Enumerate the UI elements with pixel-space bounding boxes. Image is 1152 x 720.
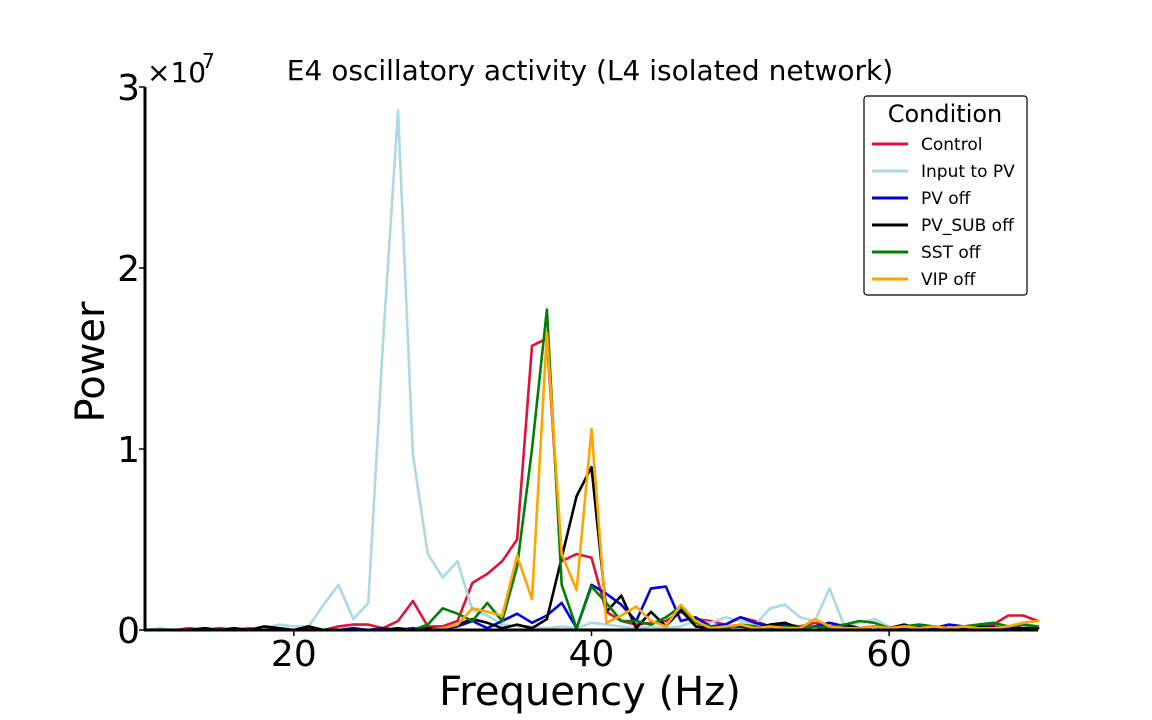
chart-title: E4 oscillatory activity (L4 isolated net… — [287, 54, 893, 87]
legend-box — [863, 95, 1028, 296]
y-tick-label: 3 — [117, 68, 140, 109]
x-tick-label: 60 — [866, 634, 912, 675]
y-tick-label: 0 — [117, 611, 140, 652]
y-axis-label: Power — [68, 301, 114, 422]
legend-label-pv-off: PV off — [921, 189, 972, 209]
legend-items: Control Input to PV PV off PV_SUB off SST of… — [872, 135, 1015, 290]
series-line-input-to-pv — [143, 109, 1040, 632]
legend-label-vip-off: VIP off — [921, 270, 977, 290]
legend-label-sst-off: SST off — [921, 243, 982, 263]
y-multiplier-exponent: 7 — [202, 49, 215, 73]
x-ticks: 20 40 60 — [271, 630, 912, 675]
y-multiplier: ×10 7 — [147, 49, 215, 89]
legend-label-control: Control — [921, 135, 982, 155]
x-tick-label: 40 — [569, 634, 615, 675]
legend-title: Condition — [888, 100, 1003, 128]
x-tick-label: 20 — [271, 634, 317, 675]
legend: Condition Control Input to PV PV off PV_SUB… — [863, 95, 1028, 296]
legend-label-pv-sub-off: PV_SUB off — [921, 216, 1015, 236]
legend-label-input-to-pv: Input to PV — [921, 162, 1015, 182]
y-multiplier-label: ×10 — [147, 56, 206, 89]
y-tick-label: 2 — [117, 249, 140, 290]
y-tick-label: 1 — [117, 430, 140, 471]
x-axis-label: Frequency (Hz) — [439, 669, 741, 715]
y-ticks: 0 1 2 3 — [117, 68, 145, 652]
